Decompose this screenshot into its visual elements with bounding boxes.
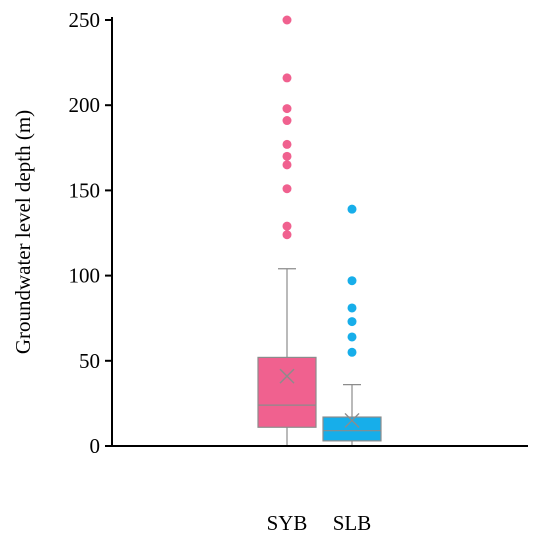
outlier-point — [282, 139, 292, 149]
outlier-point — [347, 303, 357, 313]
outlier-point — [282, 230, 292, 240]
outlier-point — [347, 204, 357, 214]
outlier-point — [347, 317, 357, 327]
outlier-point — [282, 160, 292, 170]
outlier-point — [347, 347, 357, 357]
box-slb — [322, 204, 382, 447]
outlier-point — [282, 184, 292, 194]
box-syb — [257, 15, 317, 447]
y-axis-ticks: 0 50 100 150 200 250 — [69, 8, 112, 458]
y-tick-label: 150 — [69, 178, 101, 202]
y-tick-label: 50 — [79, 349, 100, 373]
outlier-point — [347, 276, 357, 286]
category-labels: SYB SLB — [267, 511, 372, 535]
outlier-point — [282, 151, 292, 161]
category-label-slb: SLB — [333, 511, 372, 535]
outlier-point — [282, 104, 292, 114]
outlier-point — [282, 73, 292, 83]
outlier-point — [282, 116, 292, 126]
outlier-point — [282, 221, 292, 231]
y-tick-label: 100 — [69, 264, 101, 288]
y-tick-label: 0 — [90, 434, 101, 458]
plot-area — [257, 15, 382, 447]
outlier-point — [282, 15, 292, 25]
y-tick-label: 250 — [69, 8, 101, 32]
outlier-point — [347, 332, 357, 342]
mean-marker — [344, 412, 360, 428]
y-axis-title: Groundwater level depth (m) — [11, 110, 35, 354]
box-iqr — [322, 416, 382, 442]
y-tick-label: 200 — [69, 93, 101, 117]
category-label-syb: SYB — [267, 511, 308, 535]
box-iqr — [257, 356, 317, 428]
mean-marker — [279, 368, 295, 384]
